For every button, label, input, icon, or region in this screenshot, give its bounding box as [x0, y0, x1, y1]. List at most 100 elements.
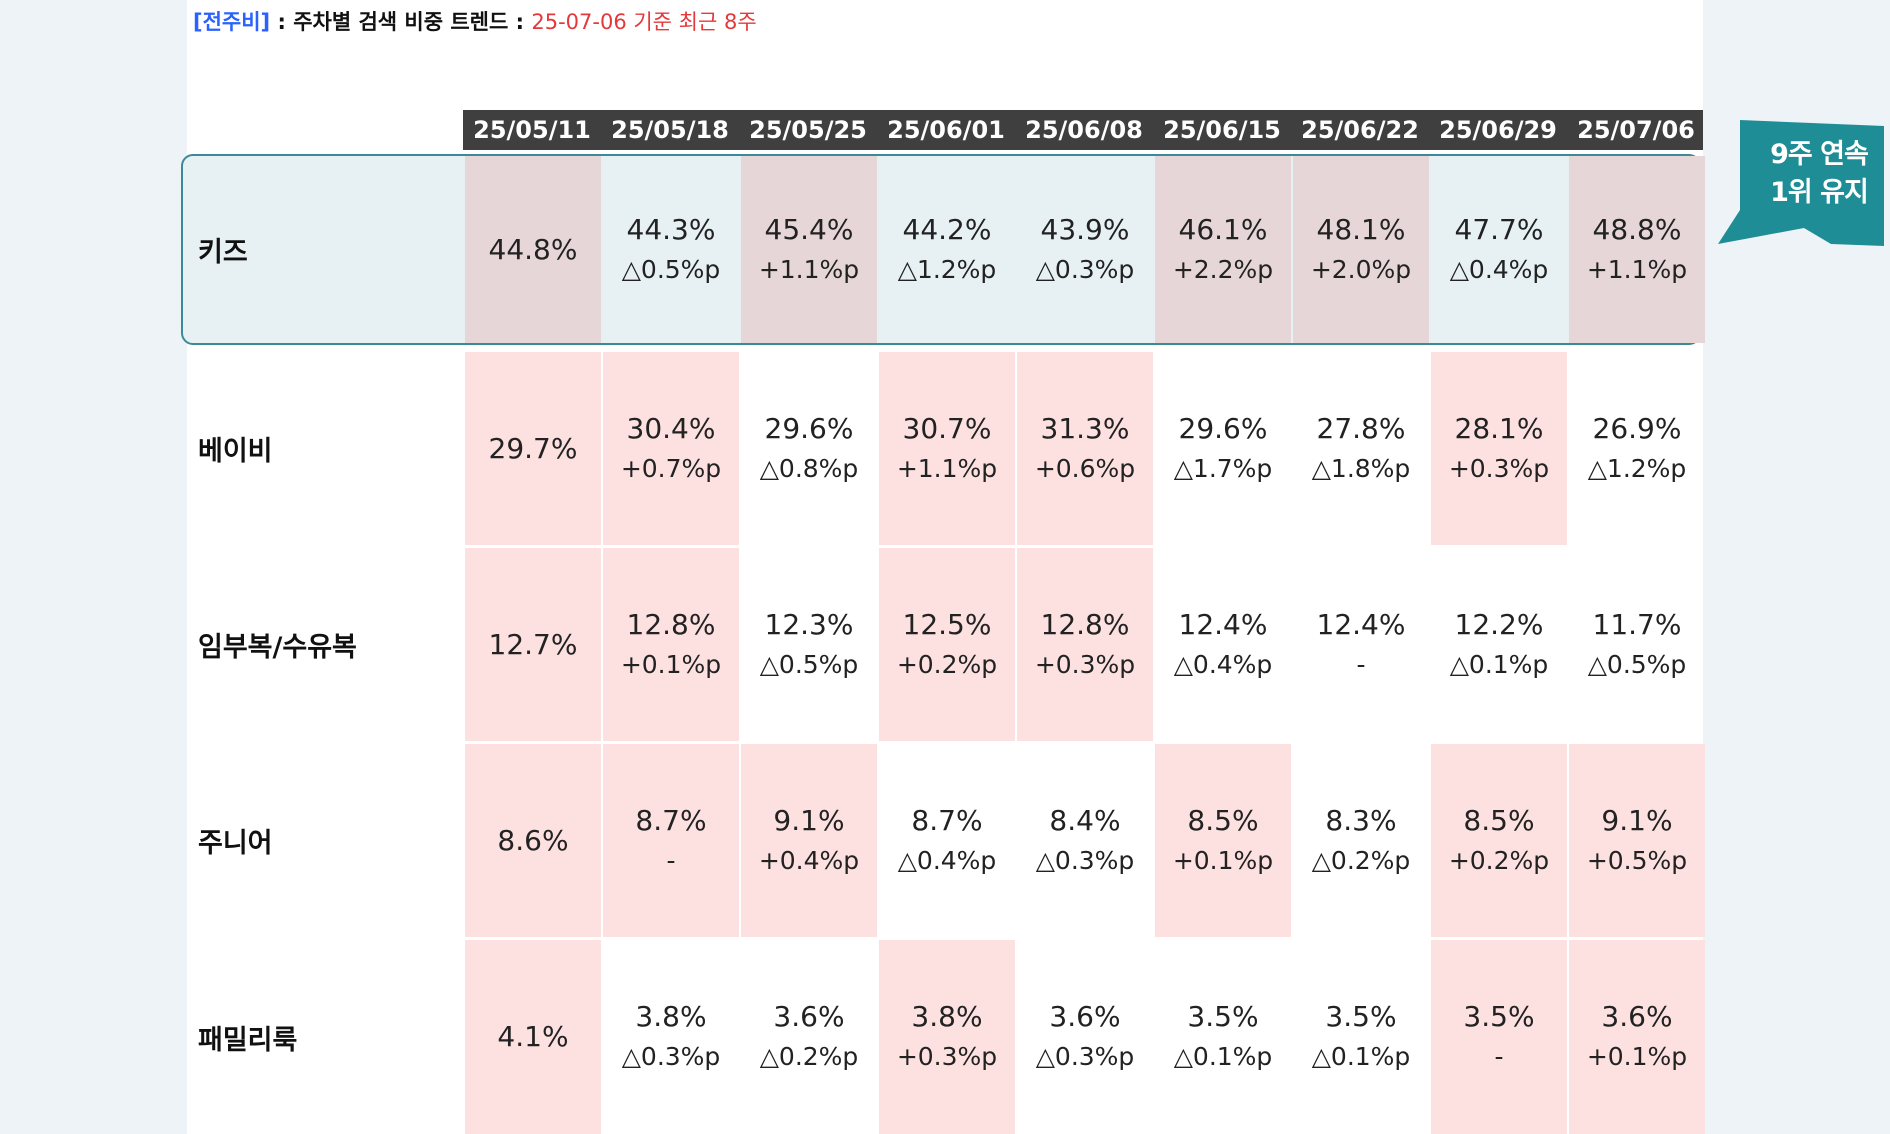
table-cell: 8.5% +0.1%p [1155, 744, 1291, 937]
table-cell: 12.3% △0.5%p [741, 548, 877, 741]
cell-value: 12.4% [1178, 607, 1268, 641]
table-cell: 12.7% [465, 548, 601, 741]
cell-change: △0.1%p [1449, 649, 1549, 679]
cell-value: 3.5% [1325, 1000, 1397, 1033]
cell-change: △0.4%p [897, 845, 997, 875]
table-header-bar [463, 110, 1703, 150]
cell-change: △1.2%p [897, 254, 997, 284]
cell-change: +0.2%p [1448, 845, 1550, 875]
table-cell: 9.1% +0.5%p [1569, 744, 1705, 937]
cell-value: 12.5% [902, 607, 992, 641]
table-cell: 45.4% +1.1%p [741, 156, 877, 343]
table-cell: 43.9% △0.3%p [1017, 156, 1153, 343]
column-header-date: 25/06/15 [1163, 116, 1281, 144]
cell-value: 8.6% [497, 823, 569, 857]
cell-value: 8.5% [1187, 803, 1259, 837]
table-cell: 3.5% △0.1%p [1293, 940, 1429, 1134]
column-header-date: 25/06/29 [1439, 116, 1557, 144]
cell-value: 8.7% [635, 803, 707, 837]
cell-change: - [666, 845, 676, 875]
cell-change: +0.2%p [896, 649, 998, 679]
cell-value: 29.6% [764, 411, 854, 445]
table-cell: 28.1% +0.3%p [1431, 352, 1567, 545]
cell-change: △0.3%p [1035, 845, 1135, 875]
table-cell: 48.1% +2.0%p [1293, 156, 1429, 343]
cell-change: △0.5%p [621, 254, 721, 284]
cell-change: △0.8%p [759, 453, 859, 483]
table-cell: 48.8% +1.1%p [1569, 156, 1705, 343]
table-cell: 8.4% △0.3%p [1017, 744, 1153, 937]
cell-value: 12.3% [764, 607, 854, 641]
category-label: 키즈 [198, 237, 248, 268]
cell-change: △1.7%p [1173, 453, 1273, 483]
cell-change: - [1356, 649, 1366, 679]
table-cell: 8.5% +0.2%p [1431, 744, 1567, 937]
cell-value: 3.8% [635, 1000, 707, 1033]
cell-value: 9.1% [773, 803, 845, 837]
cell-value: 9.1% [1601, 803, 1673, 837]
callout-line-1: 9주 연속 [1770, 139, 1869, 170]
cell-value: 31.3% [1040, 411, 1130, 445]
cell-value: 29.6% [1178, 411, 1268, 445]
table-cell: 8.6% [465, 744, 601, 937]
callout-badge: 9주 연속 1위 유지 [1718, 120, 1884, 248]
cell-change: +0.7%p [620, 453, 722, 483]
cell-change: △1.2%p [1587, 453, 1687, 483]
table-cell: 44.8% [465, 156, 601, 343]
heading-separator-2: : [508, 10, 532, 34]
table-cell: 3.6% △0.2%p [741, 940, 877, 1134]
cell-change: +0.1%p [1172, 845, 1274, 875]
cell-change: - [1494, 1042, 1504, 1071]
column-header-date: 25/07/06 [1577, 116, 1695, 144]
cell-change: +1.1%p [758, 254, 860, 284]
cell-change: +0.1%p [1586, 1042, 1688, 1071]
cell-value: 8.7% [911, 803, 983, 837]
table-cell: 26.9% △1.2%p [1569, 352, 1705, 545]
cell-change: +0.3%p [1034, 649, 1136, 679]
cell-change: △0.3%p [1035, 1042, 1135, 1071]
cell-change: △0.2%p [759, 1042, 859, 1071]
table-cell: 11.7% △0.5%p [1569, 548, 1705, 741]
table-cell: 27.8% △1.8%p [1293, 352, 1429, 545]
cell-value: 3.6% [773, 1000, 845, 1033]
cell-value: 30.4% [626, 411, 716, 445]
cell-value: 3.5% [1187, 1000, 1259, 1033]
cell-value: 3.6% [1601, 1000, 1673, 1033]
column-header-date: 25/06/01 [887, 116, 1005, 144]
heading-tag: [전주비] [193, 10, 271, 34]
cell-change: △0.5%p [1587, 649, 1687, 679]
table-cell: 8.7% - [603, 744, 739, 937]
table-cell: 44.2% △1.2%p [879, 156, 1015, 343]
category-label: 베이비 [198, 436, 273, 467]
cell-change: +0.4%p [758, 845, 860, 875]
column-header-date: 25/05/11 [473, 116, 591, 144]
table-cell: 29.6% △1.7%p [1155, 352, 1291, 545]
cell-value: 12.2% [1454, 607, 1544, 641]
table-cell: 8.3% △0.2%p [1293, 744, 1429, 937]
callout-badge-shape [1718, 120, 1884, 246]
cell-value: 45.4% [764, 212, 854, 246]
table-cell: 47.7% △0.4%p [1431, 156, 1567, 343]
table-cell: 12.8% +0.1%p [603, 548, 739, 741]
cell-value: 12.7% [488, 627, 578, 661]
cell-value: 12.4% [1316, 607, 1406, 641]
table-cell: 3.5% △0.1%p [1155, 940, 1291, 1134]
cell-value: 3.5% [1463, 1000, 1535, 1033]
cell-change: △0.5%p [759, 649, 859, 679]
table-cell: 12.4% - [1293, 548, 1429, 741]
cell-value: 27.8% [1316, 411, 1406, 445]
kids-row-highlight-box [181, 154, 1701, 345]
cell-change: +0.5%p [1586, 845, 1688, 875]
table-cell: 12.8% +0.3%p [1017, 548, 1153, 741]
cell-change: △0.3%p [621, 1042, 721, 1071]
table-cell: 4.1% [465, 940, 601, 1134]
cell-change: △0.3%p [1035, 254, 1135, 284]
category-label: 임부복/수유복 [198, 632, 357, 663]
table-cell: 3.6% △0.3%p [1017, 940, 1153, 1134]
cell-value: 43.9% [1040, 212, 1130, 246]
table-cell: 8.7% △0.4%p [879, 744, 1015, 937]
column-header-date: 25/05/25 [749, 116, 867, 144]
table-cell: 3.8% △0.3%p [603, 940, 739, 1134]
callout-line-2: 1위 유지 [1770, 177, 1869, 208]
cell-value: 28.1% [1454, 411, 1544, 445]
